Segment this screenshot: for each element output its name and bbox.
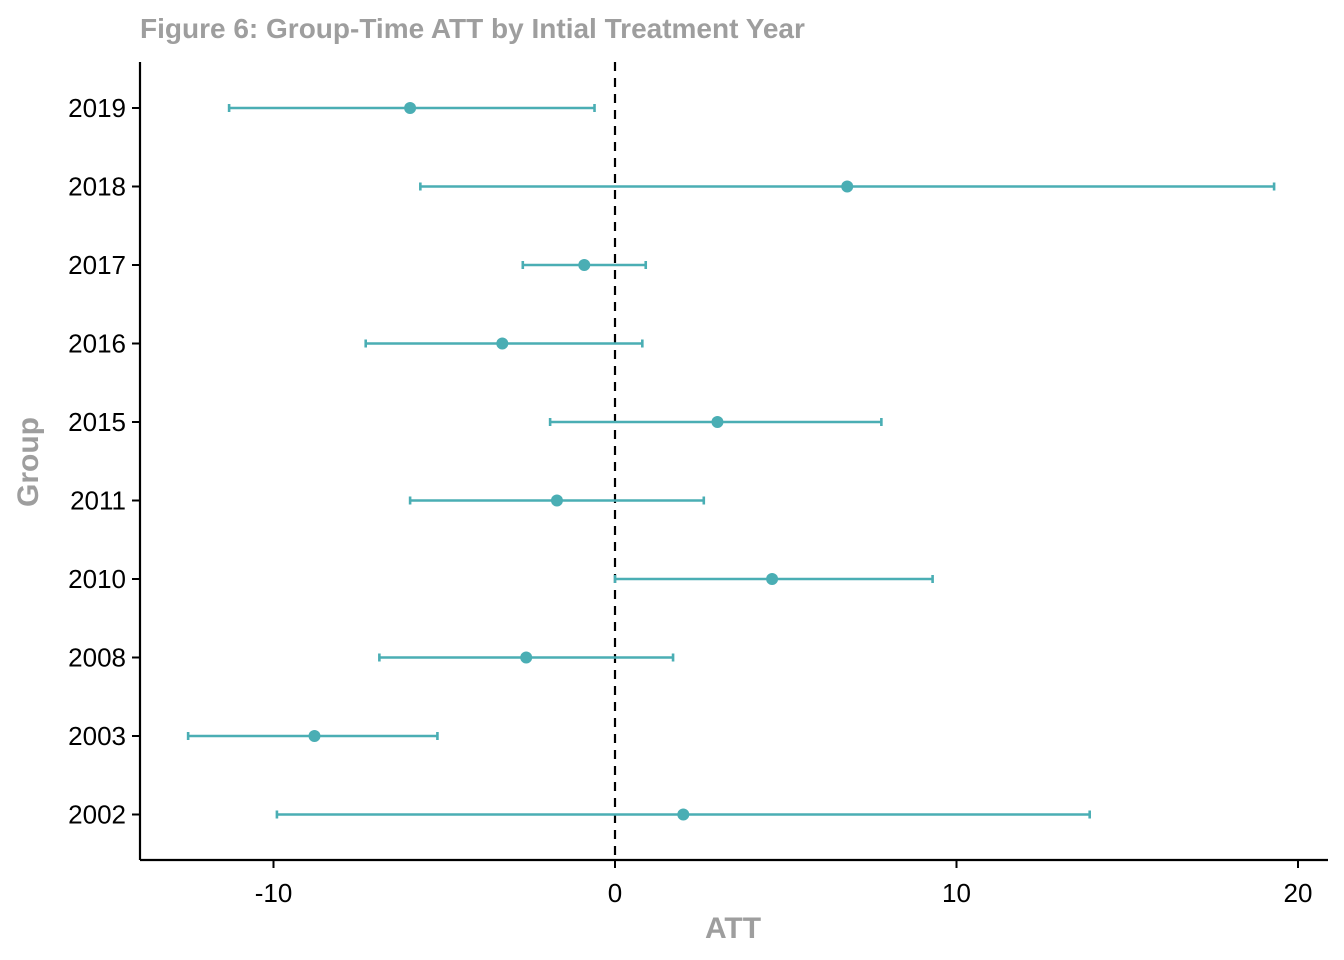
x-tick-label: -10 [255,878,293,908]
plot-area: -10 0 10 20 2019 2018 2017 2016 2015 2011 2010 2008… [68,62,1328,908]
att-point [578,259,591,271]
y-tick-label: 2010 [68,564,126,594]
y-tick-label: 2015 [68,407,126,437]
x-axis-title: ATT [705,912,761,945]
x-tick-label: 0 [608,878,622,908]
att-point [496,337,509,350]
y-tick-label: 2018 [68,172,126,202]
y-tick-label: 2016 [68,329,126,359]
chart-title: Figure 6: Group-Time ATT by Intial Treat… [140,13,805,44]
y-tick-label: 2019 [68,93,126,123]
y-tick-label: 2011 [70,486,126,516]
att-point [711,416,724,428]
y-tick-label: 2008 [68,643,126,673]
y-tick-label: 2003 [68,721,126,751]
y-tick-label: 2017 [68,250,126,280]
y-axis-title: Group [12,417,45,507]
att-point [841,180,854,193]
y-tick-label: 2002 [68,800,126,830]
att-point [520,651,533,664]
att-point [766,573,779,585]
att-point [550,494,563,507]
att-point [308,730,321,742]
x-tick-label: 10 [942,878,971,908]
att-point [677,808,690,821]
att-point [404,102,417,114]
x-tick-label: 20 [1284,878,1313,908]
